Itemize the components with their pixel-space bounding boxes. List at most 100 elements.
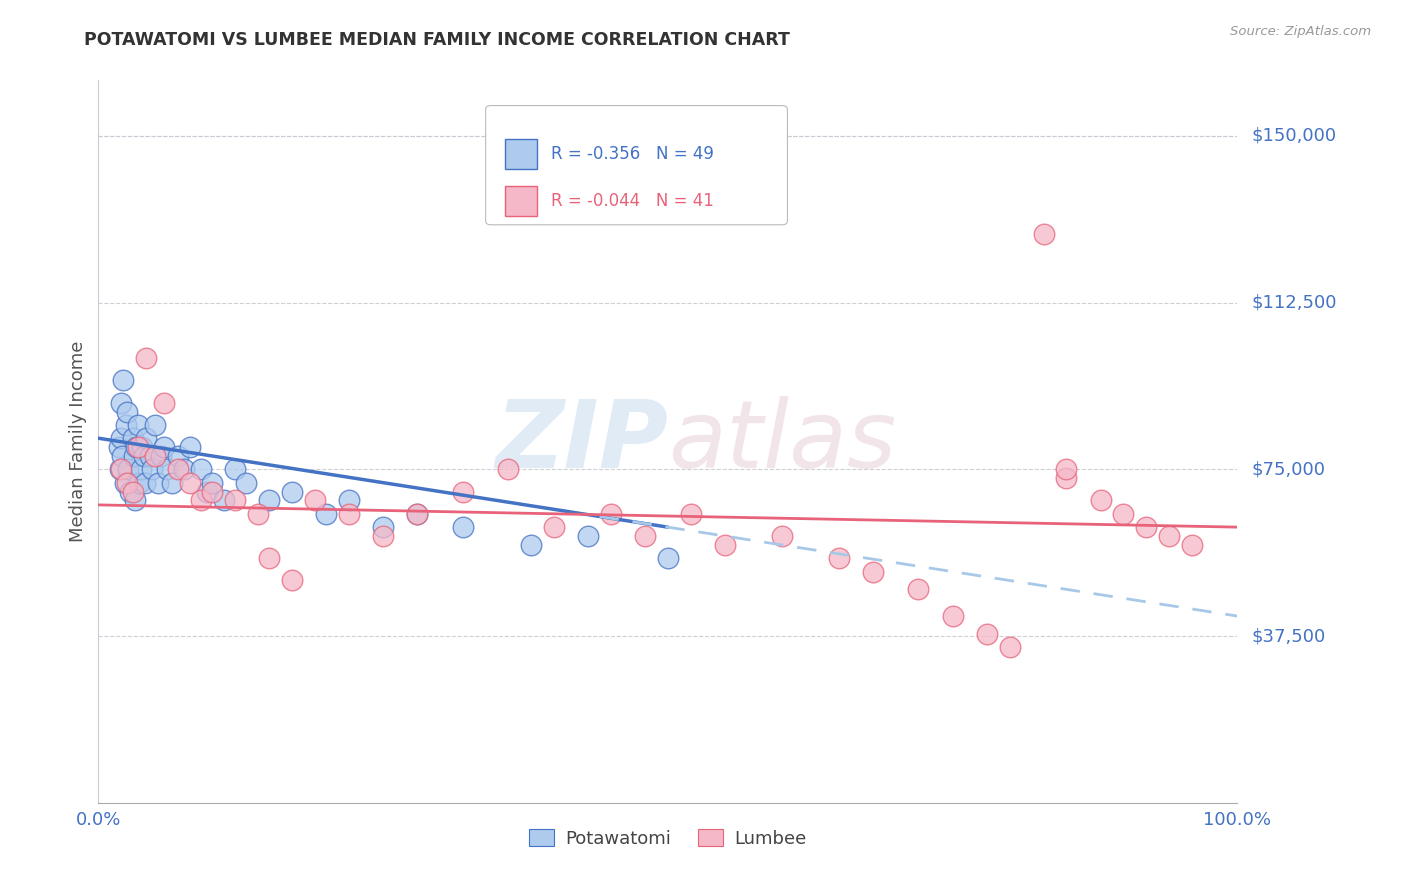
- Point: [145, 417, 167, 432]
- Text: atlas: atlas: [668, 396, 896, 487]
- Point: [600, 507, 623, 521]
- Point: [714, 538, 737, 552]
- Point: [125, 440, 148, 454]
- Point: [124, 493, 146, 508]
- Point: [108, 440, 131, 454]
- Text: $112,500: $112,500: [1251, 293, 1337, 311]
- Point: [195, 484, 218, 499]
- Point: [371, 529, 394, 543]
- Point: [135, 431, 157, 445]
- Point: [138, 449, 160, 463]
- Point: [132, 449, 155, 463]
- Point: [179, 475, 201, 490]
- Point: [406, 507, 429, 521]
- Point: [201, 484, 224, 499]
- Point: [156, 462, 179, 476]
- Point: [1135, 520, 1157, 534]
- Text: Source: ZipAtlas.com: Source: ZipAtlas.com: [1230, 25, 1371, 38]
- Point: [281, 484, 304, 499]
- Point: [634, 529, 657, 543]
- Point: [304, 493, 326, 508]
- Point: [1112, 507, 1135, 521]
- Point: [145, 449, 167, 463]
- Point: [828, 551, 851, 566]
- Bar: [505, 186, 537, 216]
- Point: [907, 582, 929, 597]
- Point: [1032, 227, 1054, 241]
- Text: $150,000: $150,000: [1251, 127, 1336, 145]
- Bar: [505, 139, 537, 169]
- Point: [520, 538, 543, 552]
- Point: [224, 493, 246, 508]
- Point: [128, 475, 150, 490]
- Point: [127, 440, 149, 454]
- Point: [129, 462, 152, 476]
- Point: [190, 462, 212, 476]
- Text: $75,000: $75,000: [1251, 460, 1326, 478]
- Point: [1090, 493, 1112, 508]
- Point: [120, 484, 142, 499]
- Point: [111, 449, 134, 463]
- Text: $37,500: $37,500: [1251, 627, 1326, 645]
- Point: [451, 520, 474, 534]
- FancyBboxPatch shape: [485, 105, 787, 225]
- Point: [371, 520, 394, 534]
- Point: [131, 440, 153, 454]
- Text: R = -0.356   N = 49: R = -0.356 N = 49: [551, 145, 713, 163]
- Point: [112, 373, 135, 387]
- Point: [281, 574, 304, 588]
- Text: POTAWATOMI VS LUMBEE MEDIAN FAMILY INCOME CORRELATION CHART: POTAWATOMI VS LUMBEE MEDIAN FAMILY INCOM…: [84, 31, 790, 49]
- Point: [862, 565, 884, 579]
- Point: [115, 404, 138, 418]
- Point: [976, 627, 998, 641]
- Point: [146, 475, 169, 490]
- Point: [235, 475, 257, 490]
- Point: [679, 507, 702, 521]
- Point: [770, 529, 793, 543]
- Point: [135, 351, 157, 366]
- Point: [337, 493, 360, 508]
- Point: [543, 520, 565, 534]
- Point: [576, 529, 599, 543]
- Point: [114, 475, 136, 490]
- Point: [114, 417, 136, 432]
- Point: [201, 475, 224, 490]
- Legend: Potawatomi, Lumbee: Potawatomi, Lumbee: [529, 830, 807, 848]
- Point: [246, 507, 269, 521]
- Point: [173, 462, 195, 476]
- Point: [167, 462, 190, 476]
- Point: [150, 449, 173, 463]
- Point: [406, 507, 429, 521]
- Point: [121, 431, 143, 445]
- Point: [110, 462, 132, 476]
- Point: [1054, 471, 1078, 485]
- Point: [127, 417, 149, 432]
- Text: R = -0.044   N = 41: R = -0.044 N = 41: [551, 192, 713, 210]
- Point: [1157, 529, 1180, 543]
- Point: [498, 462, 520, 476]
- Point: [224, 462, 246, 476]
- Point: [153, 395, 176, 409]
- Point: [117, 462, 139, 476]
- Point: [141, 462, 163, 476]
- Point: [134, 475, 156, 490]
- Text: ZIP: ZIP: [495, 395, 668, 488]
- Point: [162, 475, 184, 490]
- Point: [115, 475, 138, 490]
- Point: [259, 493, 281, 508]
- Point: [108, 462, 131, 476]
- Y-axis label: Median Family Income: Median Family Income: [69, 341, 87, 542]
- Point: [179, 440, 201, 454]
- Point: [1054, 462, 1078, 476]
- Point: [451, 484, 474, 499]
- Point: [153, 440, 176, 454]
- Point: [657, 551, 679, 566]
- Point: [259, 551, 281, 566]
- Point: [122, 449, 145, 463]
- Point: [212, 493, 235, 508]
- Point: [998, 640, 1021, 655]
- Point: [121, 484, 143, 499]
- Point: [942, 609, 965, 624]
- Point: [110, 395, 132, 409]
- Point: [337, 507, 360, 521]
